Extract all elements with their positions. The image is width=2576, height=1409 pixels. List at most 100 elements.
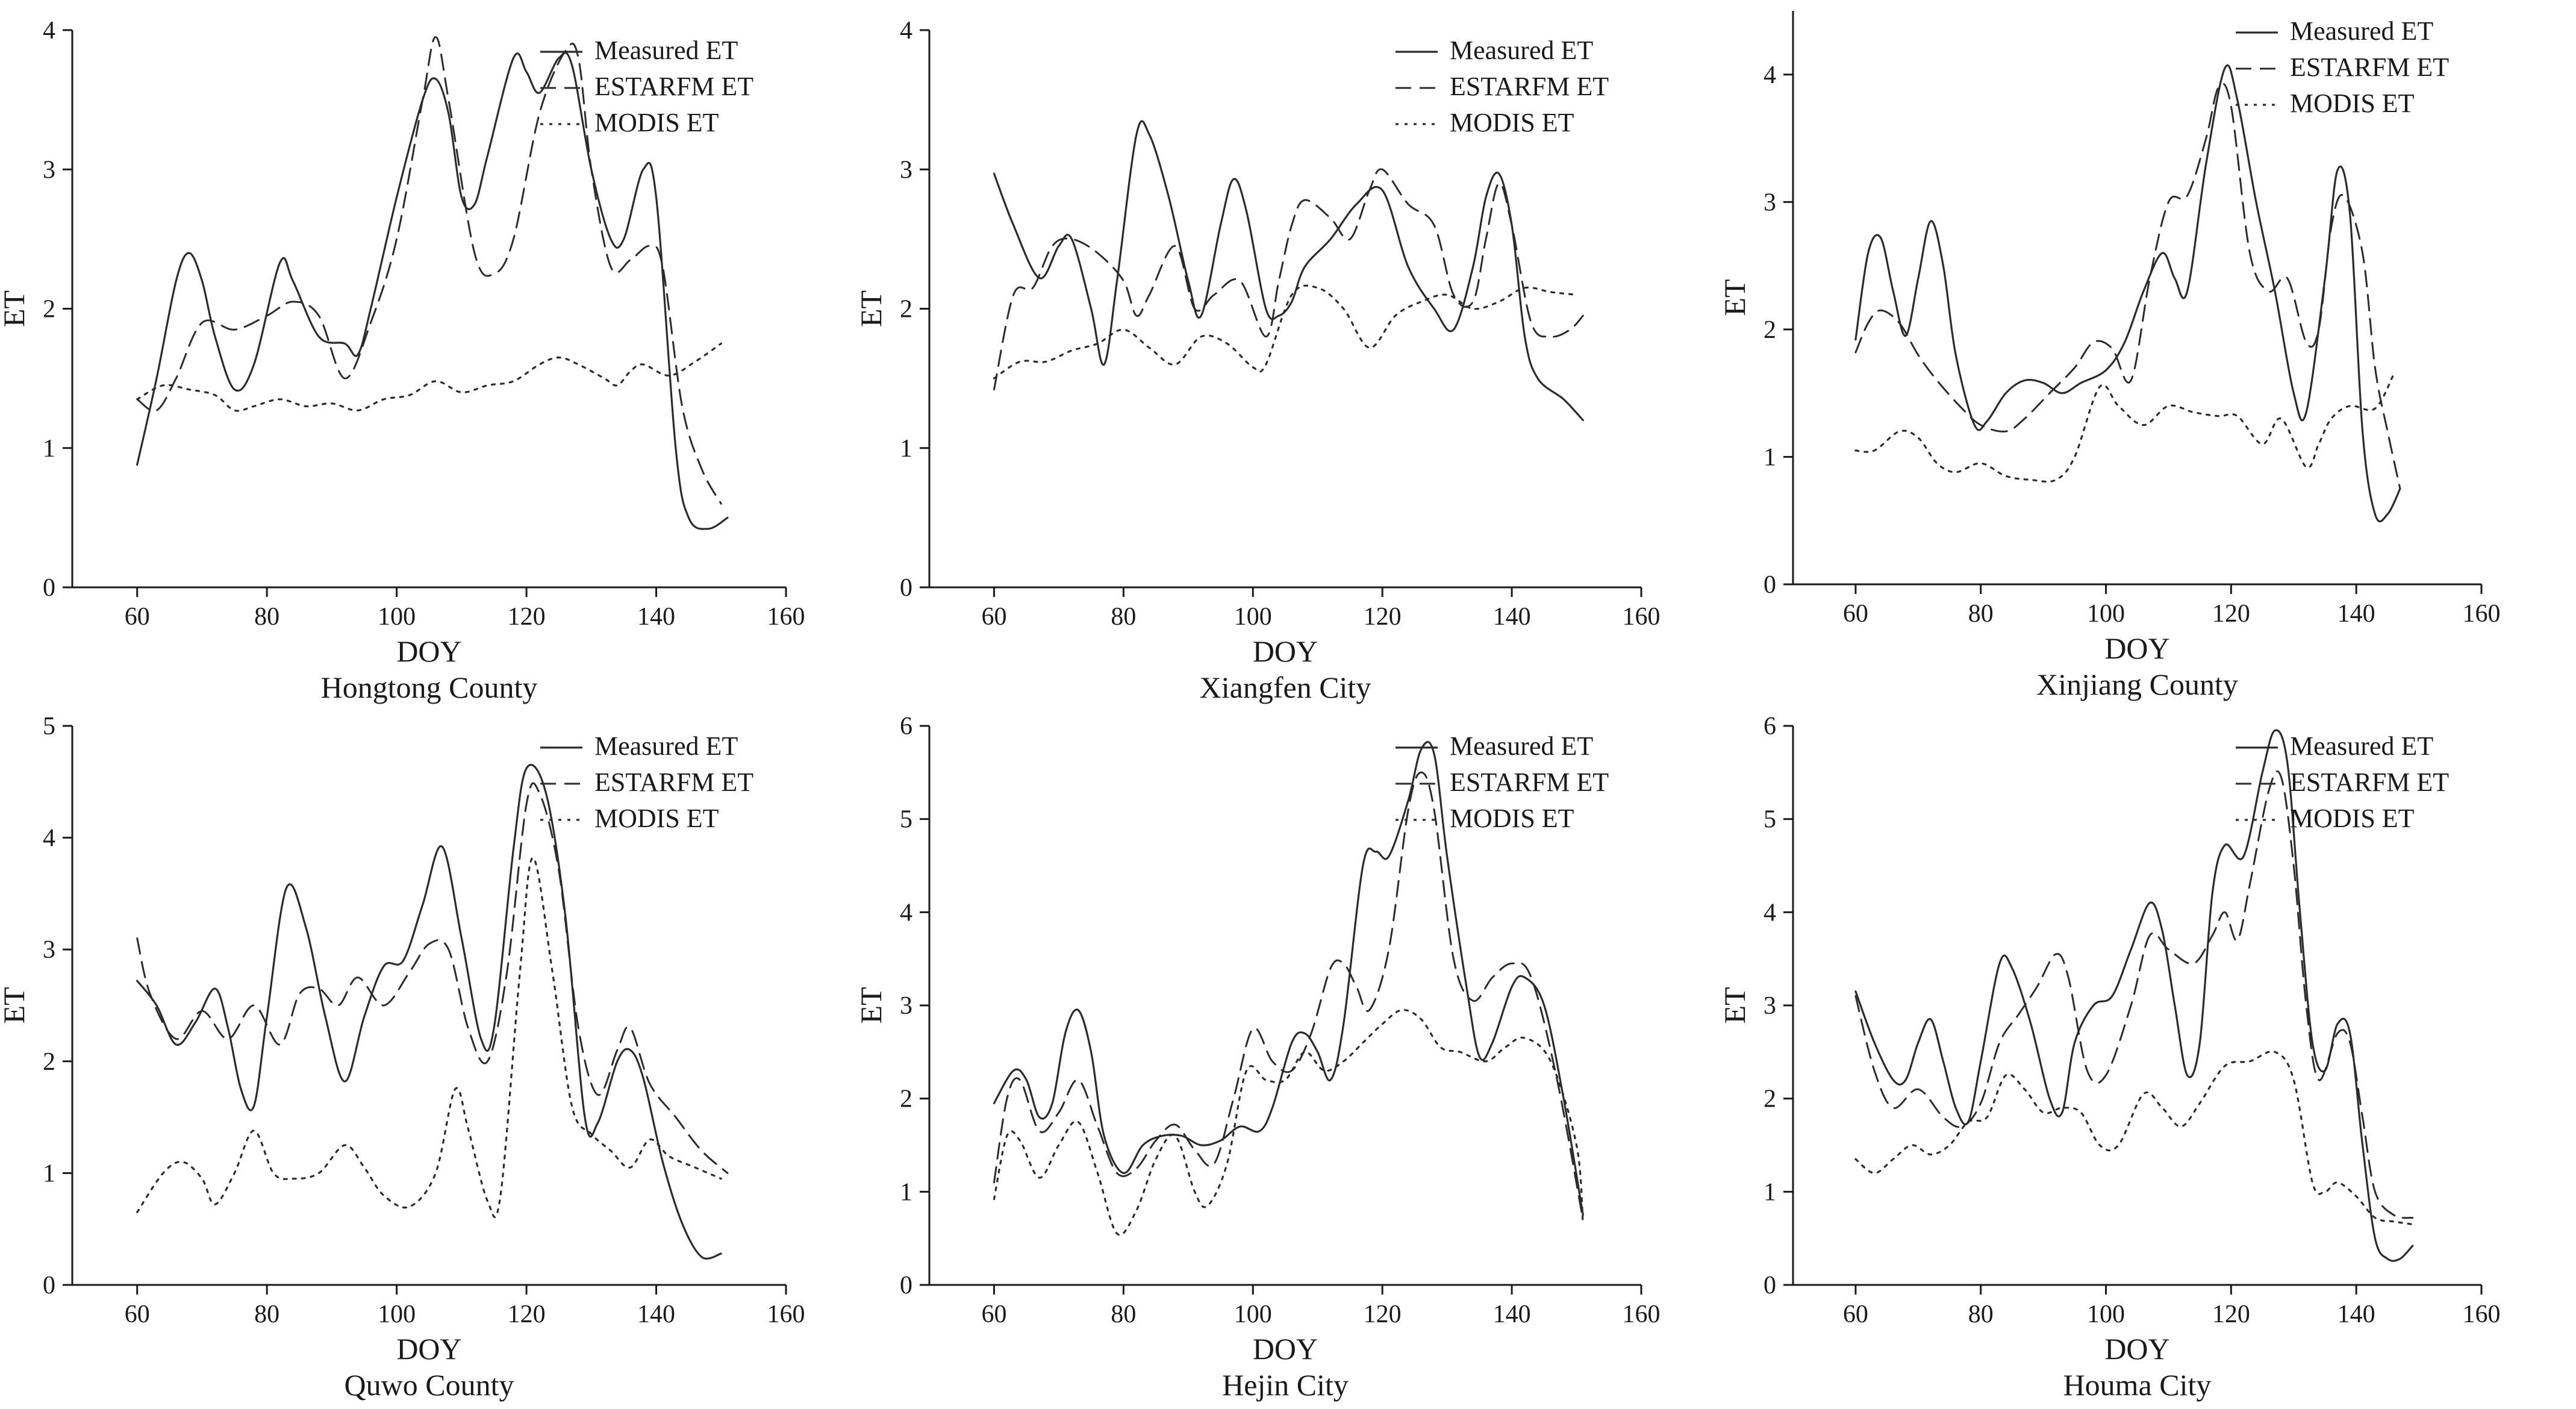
x-tick-label: 60 (1843, 600, 1868, 628)
series-line-estarfm-et (993, 168, 1584, 391)
y-tick-label: 0 (900, 574, 912, 602)
x-tick-label: 160 (1623, 1301, 1661, 1328)
y-tick-label: 4 (900, 17, 912, 45)
x-tick-label: 120 (508, 1301, 546, 1328)
legend: Measured ET ESTARFM ET MODIS ET (1396, 36, 1609, 137)
x-axis-title: DOY (1253, 1332, 1318, 1366)
x-tick-label: 140 (637, 1301, 675, 1328)
x-axis-title: DOY (1253, 634, 1318, 668)
x-tick-label: 80 (254, 1301, 279, 1328)
y-tick-label: 5 (43, 713, 55, 740)
series-line-estarfm-et (1854, 770, 2414, 1219)
x-tick-label: 120 (2212, 600, 2250, 628)
panel-title: Houma City (2063, 1368, 2212, 1402)
y-tick-label: 4 (1764, 61, 1776, 89)
y-tick-label: 1 (43, 1160, 55, 1187)
chart-hejin-city: 60 80 100 120 140 160 0 1 2 3 4 5 6 DOY ET Hejin City Me… (854, 713, 1661, 1402)
y-tick-label: 0 (1764, 571, 1776, 599)
legend-label-measured-et: Measured ET (1450, 36, 1593, 65)
y-tick-label: 3 (900, 156, 912, 184)
x-tick-label: 60 (1843, 1301, 1868, 1328)
y-tick-label: 1 (900, 1178, 912, 1206)
x-tick-label: 100 (378, 1301, 416, 1328)
legend: Measured ET ESTARFM ET MODIS ET (2236, 16, 2449, 118)
x-tick-label: 120 (1364, 1301, 1402, 1328)
x-tick-label: 140 (637, 603, 675, 631)
x-tick-label: 120 (1364, 603, 1402, 631)
series-line-measured-et (993, 741, 1584, 1216)
x-tick-label: 160 (767, 603, 805, 631)
legend: Measured ET ESTARFM ET MODIS ET (540, 731, 753, 833)
legend-label-measured-et: Measured ET (594, 36, 738, 65)
x-axis-title: DOY (396, 1332, 461, 1366)
series-line-estarfm-et (136, 782, 729, 1174)
panel-title: Xinjiang County (2036, 667, 2238, 701)
x-axis-title: DOY (2104, 631, 2169, 665)
legend-label-measured-et: Measured ET (2290, 731, 2433, 761)
legend-label-modis-et: MODIS ET (594, 804, 719, 833)
y-tick-label: 4 (43, 17, 55, 45)
y-tick-label: 5 (1764, 806, 1776, 834)
legend-label-measured-et: Measured ET (2290, 16, 2433, 46)
legend-label-modis-et: MODIS ET (2290, 89, 2415, 118)
x-tick-label: 60 (125, 1301, 150, 1328)
chart-xinjiang-county: 60 80 100 120 140 160 0 1 2 3 4 DOY ET Xinjiang Count… (1718, 11, 2501, 701)
series-line-modis-et (136, 342, 722, 412)
legend: Measured ET ESTARFM ET MODIS ET (2236, 731, 2449, 833)
x-tick-label: 140 (2337, 1301, 2375, 1328)
x-tick-label: 80 (1968, 1301, 1994, 1328)
legend-label-estarfm-et: ESTARFM ET (2290, 52, 2449, 82)
y-tick-label: 5 (900, 806, 912, 834)
series-line-modis-et (993, 284, 1578, 380)
x-tick-label: 140 (1493, 603, 1531, 631)
y-tick-label: 0 (43, 574, 55, 602)
y-axis-title: ET (0, 987, 31, 1023)
y-tick-label: 2 (900, 296, 912, 323)
x-axis-title: DOY (396, 634, 461, 668)
y-tick-label: 0 (1764, 1272, 1776, 1299)
panel-title: Hejin City (1222, 1368, 1349, 1402)
y-tick-label: 2 (43, 296, 55, 323)
panel-title: Hongtong County (321, 670, 538, 704)
legend-label-estarfm-et: ESTARFM ET (2290, 767, 2449, 797)
y-axis-title: ET (854, 290, 888, 327)
legend-label-measured-et: Measured ET (594, 731, 738, 761)
panel-title: Xiangfen City (1200, 670, 1371, 704)
x-tick-label: 60 (981, 603, 1006, 631)
legend-label-modis-et: MODIS ET (1450, 804, 1574, 833)
y-tick-label: 3 (43, 936, 55, 964)
y-axis-title: ET (1718, 279, 1751, 316)
legend-label-estarfm-et: ESTARFM ET (594, 767, 753, 797)
series-line-estarfm-et (993, 771, 1584, 1221)
y-axis-title: ET (0, 290, 31, 327)
x-tick-label: 100 (2087, 1301, 2125, 1328)
series-line-estarfm-et (1854, 83, 2401, 490)
y-tick-label: 1 (1764, 443, 1776, 471)
x-tick-label: 80 (254, 603, 279, 631)
x-tick-label: 100 (1234, 603, 1272, 631)
x-tick-label: 60 (981, 1301, 1006, 1328)
legend: Measured ET ESTARFM ET MODIS ET (1396, 731, 1609, 833)
series-line-measured-et (1854, 64, 2401, 523)
y-tick-label: 3 (1764, 189, 1776, 216)
chart-houma-city: 60 80 100 120 140 160 0 1 2 3 4 5 6 DOY ET Houma City Me… (1718, 713, 2501, 1402)
chart-hongtong-county: 60 80 100 120 140 160 0 1 2 3 4 DOY ET Hongtong Count… (0, 17, 805, 704)
y-tick-label: 2 (43, 1048, 55, 1076)
legend-label-modis-et: MODIS ET (2290, 804, 2415, 833)
x-tick-label: 160 (2463, 600, 2501, 628)
x-tick-label: 140 (1493, 1301, 1531, 1328)
x-tick-label: 100 (378, 603, 416, 631)
series-line-measured-et (993, 120, 1584, 422)
y-tick-label: 2 (900, 1086, 912, 1113)
x-axis-title: DOY (2104, 1332, 2169, 1366)
y-tick-label: 3 (900, 992, 912, 1020)
y-tick-label: 0 (43, 1272, 55, 1299)
x-tick-label: 80 (1968, 600, 1994, 628)
x-tick-label: 100 (2087, 600, 2125, 628)
x-tick-label: 160 (1623, 603, 1661, 631)
x-tick-label: 120 (2212, 1301, 2250, 1328)
x-tick-label: 140 (2337, 600, 2375, 628)
x-tick-label: 160 (2463, 1301, 2501, 1328)
panel-title: Quwo County (345, 1368, 514, 1402)
y-tick-label: 3 (1764, 992, 1776, 1020)
